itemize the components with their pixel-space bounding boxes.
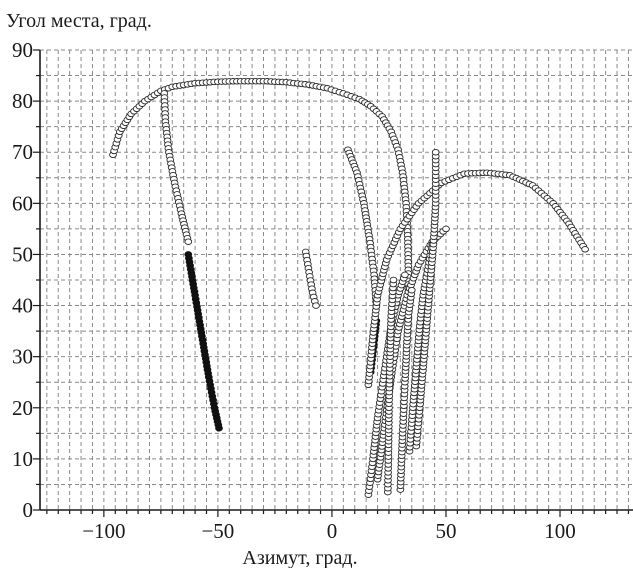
data-points (109, 77, 589, 498)
series-10 (383, 276, 398, 496)
y-tick-label: 20 (12, 396, 33, 420)
x-tick-label: 100 (544, 519, 576, 543)
y-tick-label: 60 (12, 191, 33, 215)
data-point (431, 148, 440, 156)
y-tick-label: 30 (12, 345, 33, 369)
series-5 (344, 146, 381, 309)
data-point (215, 424, 223, 432)
axes (33, 49, 633, 517)
tick-labels: 0 10 20 30 40 50 60 70 80 90 −100 −50 0 50 100 (12, 38, 576, 543)
x-tick-label: 50 (435, 519, 456, 543)
y-tick-label: 80 (12, 89, 33, 113)
series-4 (301, 248, 320, 309)
y-tick-label: 70 (12, 140, 33, 164)
series-2 (160, 90, 193, 245)
series-11 (396, 286, 416, 493)
y-axis-title: Угол места, град. (6, 10, 152, 32)
data-point (407, 286, 416, 294)
y-tick-label: 0 (23, 498, 34, 522)
data-point (312, 302, 320, 309)
y-tick-label: 90 (12, 38, 33, 62)
x-tick-label: −100 (82, 519, 125, 543)
data-point (442, 225, 450, 233)
data-point (184, 238, 193, 245)
data-point (401, 271, 409, 279)
x-axis-title: Азимут, град. (242, 547, 357, 568)
data-point (581, 246, 589, 253)
series-7 (364, 169, 589, 389)
series-13 (412, 148, 440, 450)
x-tick-label: −50 (201, 519, 234, 543)
y-tick-label: 10 (12, 447, 33, 471)
grid-lines (40, 49, 633, 510)
x-tick-label: 0 (327, 519, 338, 543)
y-tick-label: 50 (12, 242, 33, 266)
series-1 (109, 77, 413, 307)
data-point (389, 276, 398, 284)
series-3 (184, 251, 223, 432)
y-tick-label: 40 (12, 294, 33, 318)
